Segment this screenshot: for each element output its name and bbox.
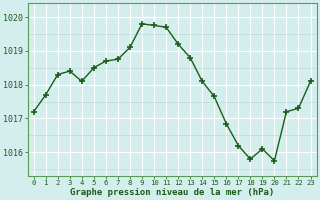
- X-axis label: Graphe pression niveau de la mer (hPa): Graphe pression niveau de la mer (hPa): [70, 188, 274, 197]
